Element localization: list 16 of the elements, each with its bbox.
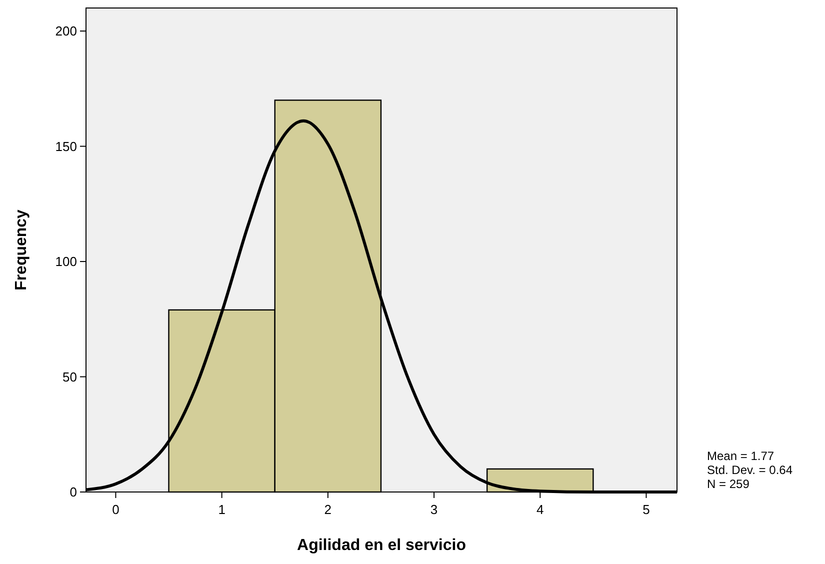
x-tick-label: 5 <box>642 502 650 517</box>
y-tick-label: 200 <box>55 24 77 39</box>
y-tick-label: 0 <box>70 484 77 500</box>
y-axis-title: Frequency <box>13 209 30 290</box>
x-tick-label: 2 <box>324 502 332 517</box>
x-tick-label: 1 <box>218 502 226 517</box>
text: N = 259 <box>707 477 750 491</box>
y-tick-label: 100 <box>55 254 77 270</box>
text: Std. Dev. = 0.64 <box>707 463 793 477</box>
text: Mean = 1.77 <box>707 449 774 463</box>
x-tick-label: 4 <box>536 502 544 517</box>
y-tick-label: 50 <box>62 369 77 384</box>
x-tick-label: 0 <box>112 502 120 517</box>
y-tick-label: 150 <box>55 138 77 154</box>
x-axis-title: Agilidad en el servicio <box>297 537 466 554</box>
x-tick-label: 3 <box>430 502 438 517</box>
